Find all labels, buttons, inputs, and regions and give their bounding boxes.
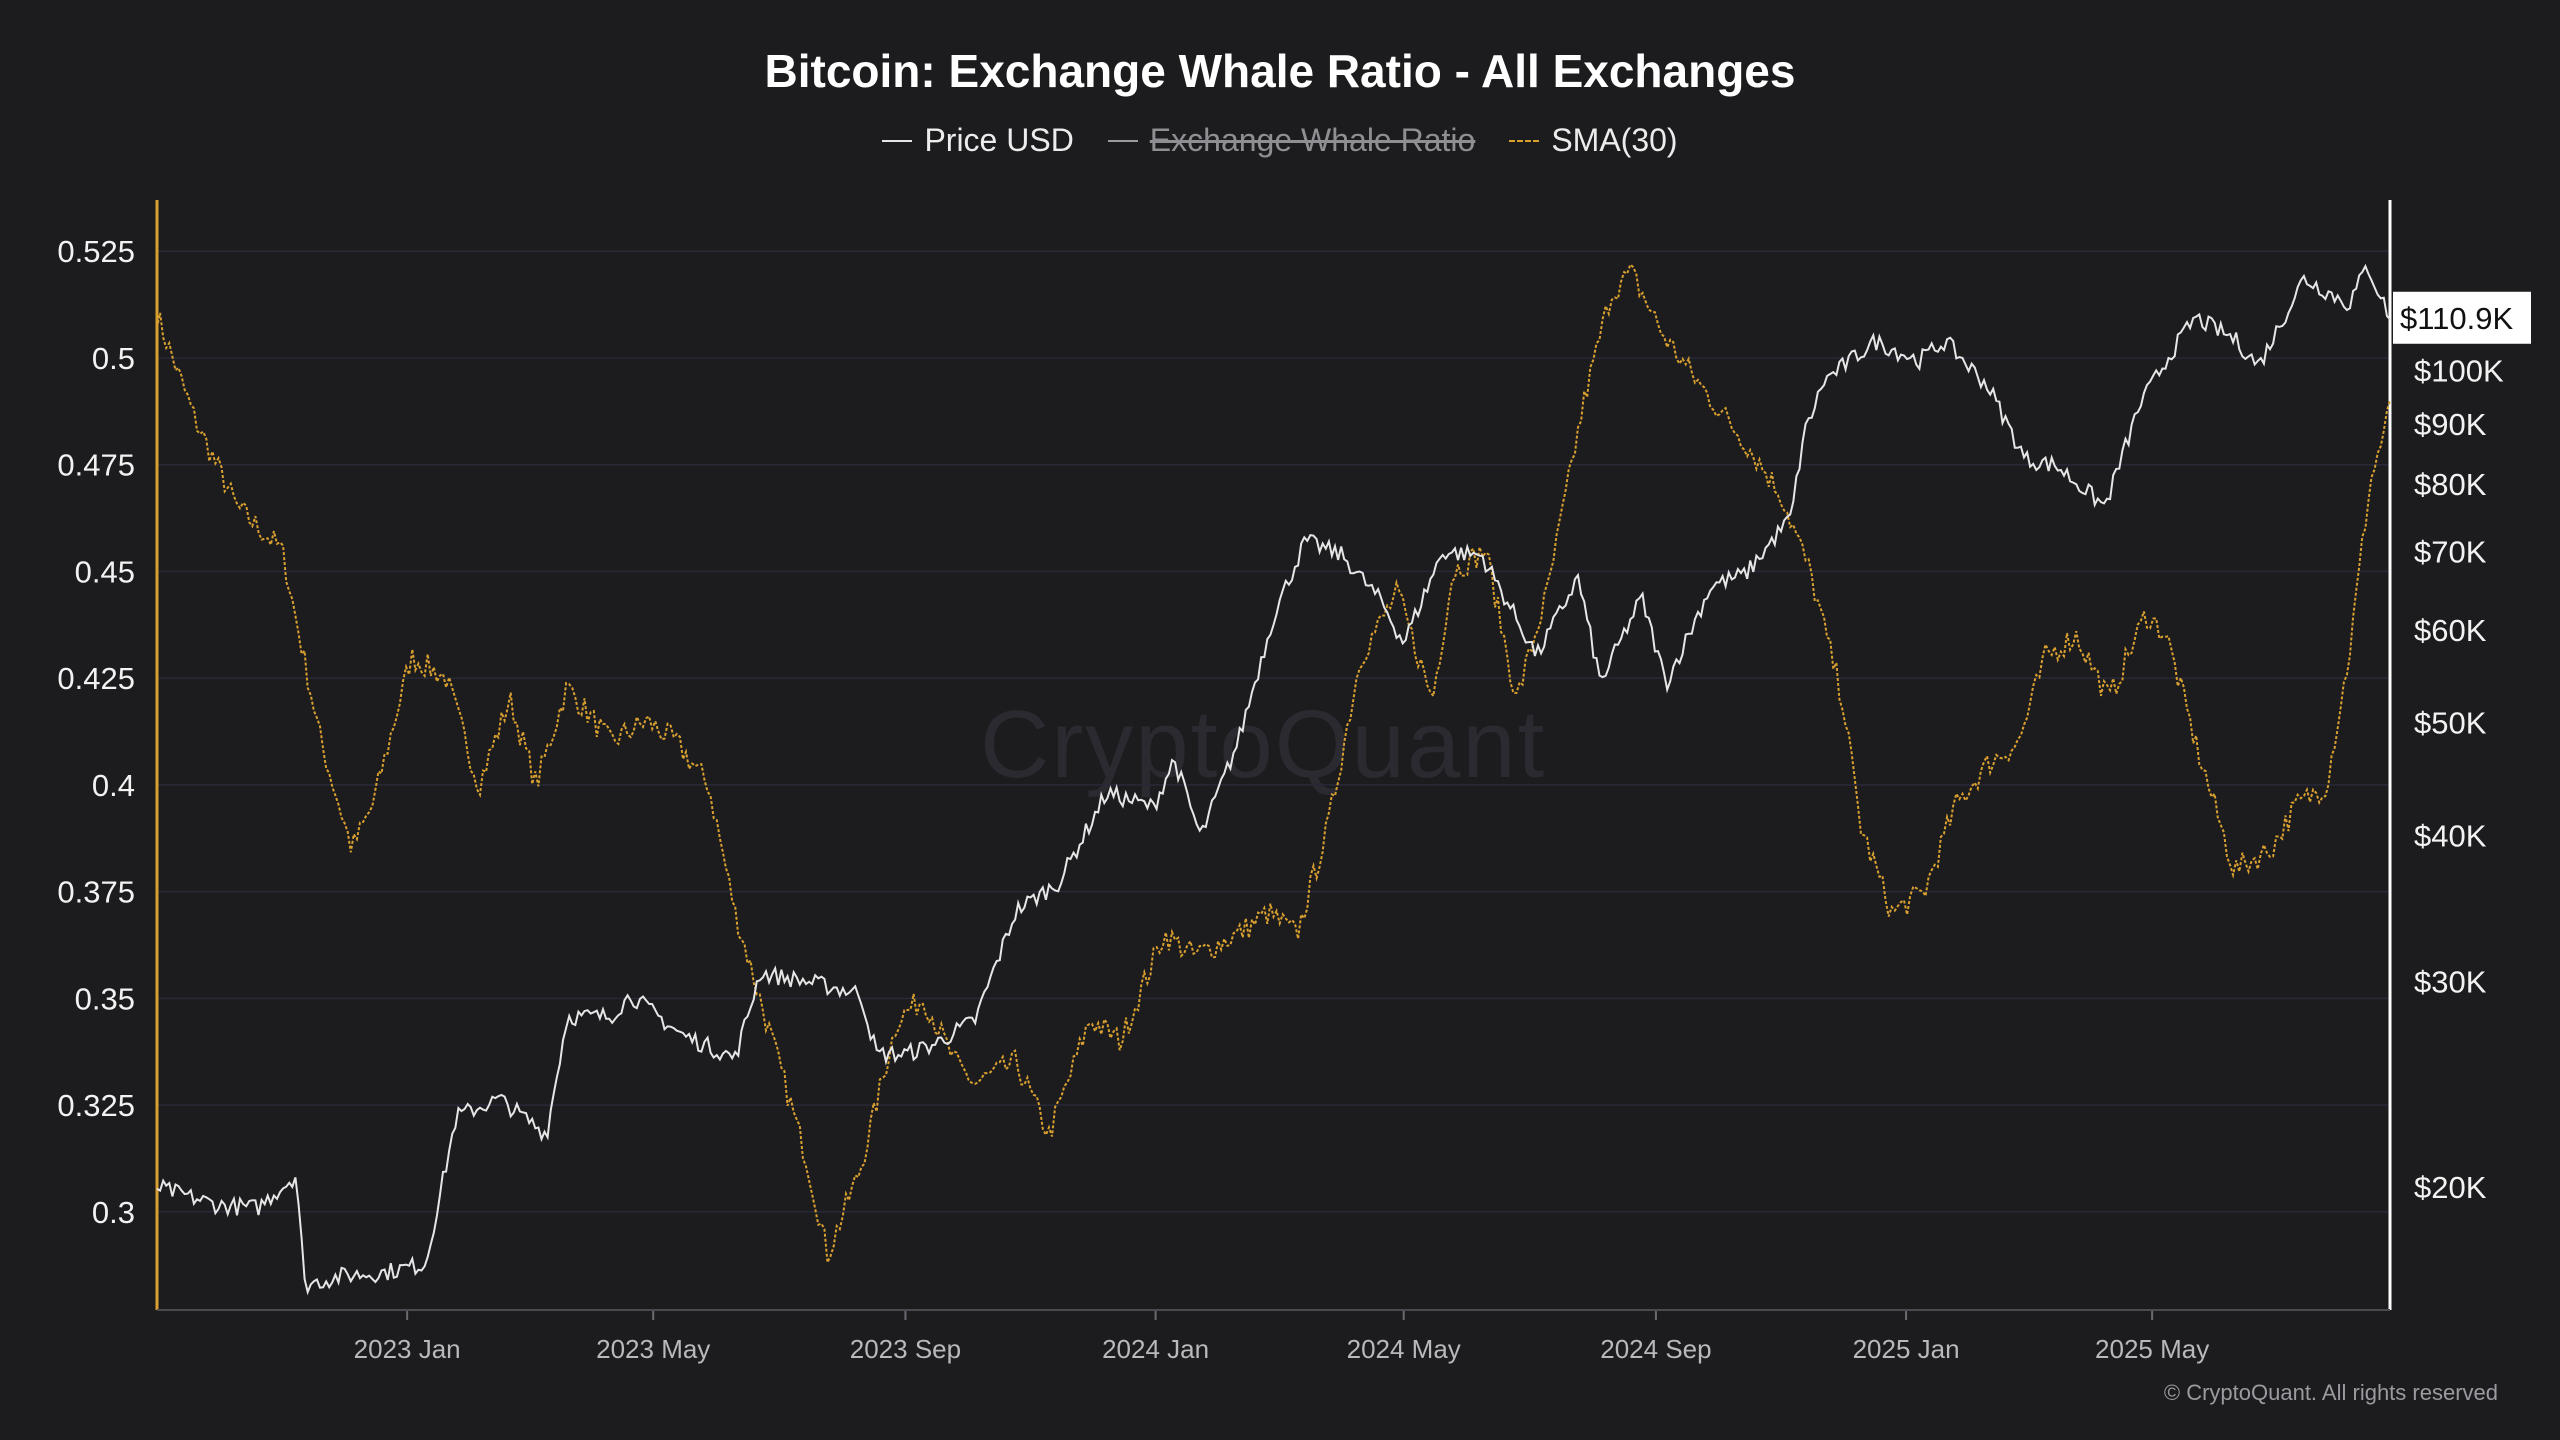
legend-label-sma30: SMA(30) bbox=[1551, 122, 1678, 158]
y-right-tick-label: $100K bbox=[2414, 354, 2504, 389]
y-left-tick-label: 0.4 bbox=[92, 768, 135, 803]
x-tick-label: 2024 May bbox=[1347, 1334, 1461, 1364]
y-right-tick-label: $40K bbox=[2414, 819, 2487, 854]
y-right-tick-label: $70K bbox=[2414, 535, 2487, 570]
legend-label-whale-ratio: Exchange Whale Ratio bbox=[1149, 122, 1476, 158]
current-price-badge bbox=[2393, 291, 2531, 344]
legend-item-whale-ratio[interactable]: Exchange Whale Ratio bbox=[1107, 122, 1476, 159]
x-tick-label: 2023 Jan bbox=[354, 1334, 461, 1364]
y-left-tick-label: 0.45 bbox=[75, 554, 135, 589]
y-right-tick-label: $30K bbox=[2414, 964, 2487, 999]
y-left-tick-label: 0.5 bbox=[92, 341, 135, 376]
y-right-tick-label: $90K bbox=[2414, 407, 2487, 442]
y-left-tick-label: 0.475 bbox=[57, 448, 135, 483]
y-right-tick-label: $50K bbox=[2414, 705, 2487, 740]
legend-item-sma30[interactable]: SMA(30) bbox=[1509, 122, 1678, 159]
legend-swatch-whale-ratio bbox=[1107, 139, 1138, 142]
x-tick-label: 2023 Sep bbox=[850, 1334, 961, 1364]
legend-swatch-sma30 bbox=[1509, 139, 1540, 142]
current-price-label: $110.9K bbox=[2400, 301, 2514, 336]
legend-label-price: Price USD bbox=[924, 122, 1074, 158]
chart-title: Bitcoin: Exchange Whale Ratio - All Exch… bbox=[764, 45, 1796, 97]
y-left-tick-label: 0.35 bbox=[75, 981, 135, 1016]
x-tick-label: 2023 May bbox=[596, 1334, 710, 1364]
y-left-tick-label: 0.375 bbox=[57, 875, 135, 910]
x-tick-label: 2024 Jan bbox=[1102, 1334, 1209, 1364]
y-right-tick-label: $80K bbox=[2414, 467, 2487, 502]
legend-item-price[interactable]: Price USD bbox=[882, 122, 1074, 159]
legend: Price USD Exchange Whale Ratio SMA(30) bbox=[0, 122, 2560, 159]
y-right-tick-label: $20K bbox=[2414, 1170, 2487, 1205]
x-tick-label: 2025 May bbox=[2095, 1334, 2209, 1364]
y-left-tick-label: 0.525 bbox=[57, 234, 135, 269]
y-right-tick-label: $60K bbox=[2414, 613, 2487, 648]
series-line-sma30 bbox=[156, 262, 2391, 1267]
y-left-tick-label: 0.3 bbox=[92, 1195, 135, 1230]
x-tick-label: 2025 Jan bbox=[1853, 1334, 1960, 1364]
x-tick-label: 2024 Sep bbox=[1600, 1334, 1711, 1364]
y-left-tick-label: 0.325 bbox=[57, 1088, 135, 1123]
watermark: CryptoQuant bbox=[980, 691, 1547, 798]
series-line-price-usd bbox=[156, 263, 2391, 1296]
y-left-tick-label: 0.425 bbox=[57, 661, 135, 696]
copyright-notice: © CryptoQuant. All rights reserved bbox=[2163, 1380, 2498, 1405]
legend-swatch-price bbox=[882, 139, 913, 142]
